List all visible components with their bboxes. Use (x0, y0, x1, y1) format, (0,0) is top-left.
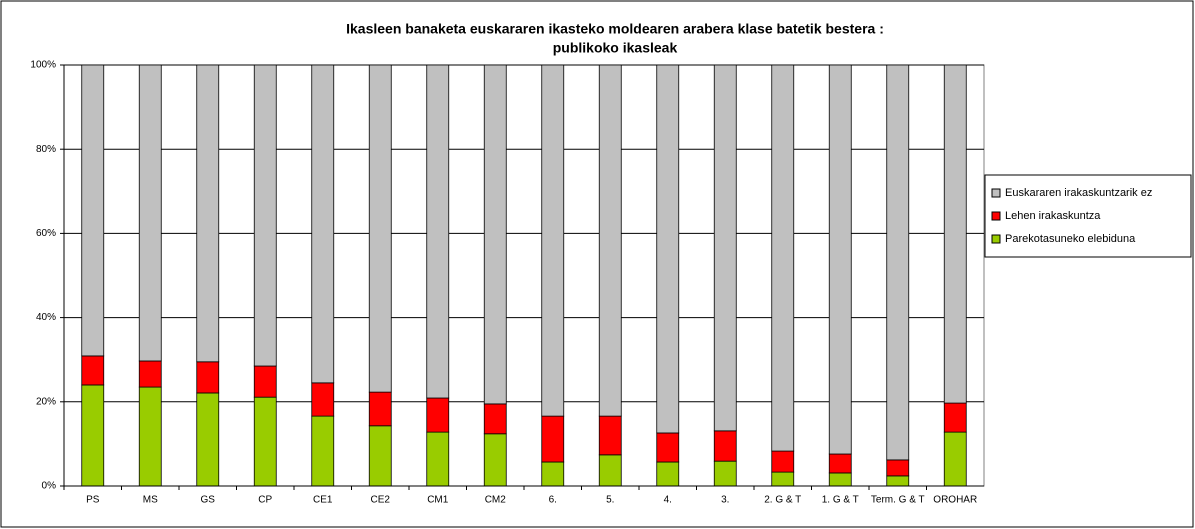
bar-segment (426, 431, 450, 487)
bar-segment (713, 64, 737, 432)
x-tick-label: OROHAR (933, 495, 977, 506)
bar-segment (253, 64, 277, 367)
bar-segment (943, 431, 967, 487)
bar-segment (713, 430, 737, 462)
legend-label: Lehen irakaskuntza (1005, 210, 1101, 222)
bar-segment (368, 64, 392, 393)
x-tick-label: Term. G & T (871, 495, 925, 506)
x-tick-label: 2. G & T (764, 495, 801, 506)
bar-segment (81, 384, 105, 487)
bar-segment (541, 461, 565, 487)
x-tick-label: MS (143, 495, 158, 506)
x-tick-label: CM1 (427, 495, 449, 506)
bar-segment (483, 64, 507, 405)
legend-swatch (991, 188, 1001, 198)
bar-segment (311, 415, 335, 487)
bar-segment (771, 64, 795, 452)
bar-segment (598, 64, 622, 417)
legend-swatch (991, 211, 1001, 221)
bar-segment (943, 402, 967, 433)
bar-segment (886, 459, 910, 477)
x-tick-label: 3. (721, 495, 729, 506)
bar-segment (81, 64, 105, 357)
bar-segment (886, 475, 910, 487)
bar-segment (713, 460, 737, 487)
x-tick-label: 1. G & T (822, 495, 859, 506)
bar-segment (311, 382, 335, 417)
bar-segment (541, 415, 565, 463)
bar-segment (426, 397, 450, 433)
x-tick-label: 4. (664, 495, 672, 506)
bar-segment (943, 64, 967, 404)
bar-segment (138, 64, 162, 362)
bar-segment (368, 425, 392, 487)
bar-segment (81, 355, 105, 386)
bar-segment (483, 403, 507, 435)
x-tick-label: 6. (549, 495, 557, 506)
bar-segment (253, 365, 277, 398)
y-tick-label: 80% (36, 144, 56, 155)
bar-segment (368, 391, 392, 427)
chart-title: Ikasleen banaketa euskararen ikasteko mo… (346, 21, 884, 37)
x-tick-label: PS (86, 495, 100, 506)
x-tick-label: CE2 (371, 495, 391, 506)
chart-title: publikoko ikasleak (553, 40, 678, 56)
bar-segment (541, 64, 565, 417)
y-tick-label: 100% (30, 60, 56, 71)
x-tick-label: CP (258, 495, 272, 506)
bar-segment (828, 453, 852, 474)
bar-segment (598, 454, 622, 487)
x-tick-label: 5. (606, 495, 614, 506)
bar-segment (828, 64, 852, 455)
legend-box (984, 174, 1192, 258)
bar-segment (656, 461, 680, 487)
bar-segment (196, 361, 220, 394)
x-tick-label: GS (201, 495, 216, 506)
bar-segment (196, 392, 220, 487)
bar-segment (483, 433, 507, 487)
y-tick-label: 60% (36, 228, 56, 239)
bar-segment (771, 450, 795, 473)
bar-segment (598, 415, 622, 456)
bar-segment (426, 64, 450, 399)
bar-segment (656, 432, 680, 463)
x-tick-label: CM2 (485, 495, 507, 506)
y-tick-label: 20% (36, 396, 56, 407)
bar-segment (771, 471, 795, 487)
x-tick-label: CE1 (313, 495, 333, 506)
bar-segment (138, 360, 162, 388)
y-tick-label: 40% (36, 312, 56, 323)
bar-segment (886, 64, 910, 461)
bar-segment (138, 386, 162, 487)
legend-label: Parekotasuneko elebiduna (1005, 233, 1136, 245)
bar-segment (828, 472, 852, 487)
legend-label: Euskararen irakaskuntzarik ez (1005, 187, 1152, 199)
y-tick-label: 0% (42, 481, 57, 492)
legend-swatch (991, 234, 1001, 244)
bar-segment (311, 64, 335, 384)
bar-segment (253, 396, 277, 487)
bar-segment (656, 64, 680, 434)
bar-segment (196, 64, 220, 363)
